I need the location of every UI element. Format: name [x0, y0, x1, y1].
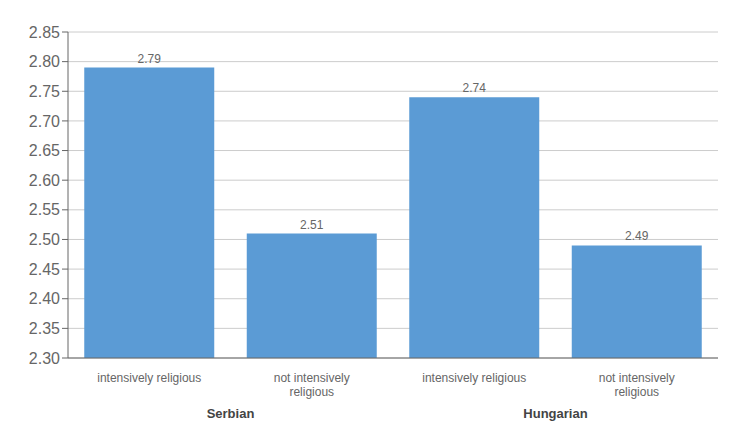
svg-text:not intensivelyreligious: not intensivelyreligious — [599, 371, 675, 399]
svg-text:intensively religious: intensively religious — [422, 371, 526, 385]
svg-text:2.60: 2.60 — [29, 172, 60, 189]
svg-text:2.70: 2.70 — [29, 113, 60, 130]
svg-text:2.51: 2.51 — [300, 218, 324, 232]
svg-text:2.50: 2.50 — [29, 231, 60, 248]
svg-text:2.55: 2.55 — [29, 201, 60, 218]
svg-text:2.49: 2.49 — [625, 229, 649, 243]
svg-text:not intensivelyreligious: not intensivelyreligious — [274, 371, 350, 399]
svg-text:2.85: 2.85 — [29, 24, 60, 41]
svg-text:2.45: 2.45 — [29, 261, 60, 278]
svg-text:2.80: 2.80 — [29, 53, 60, 70]
svg-text:Hungarian: Hungarian — [523, 406, 587, 421]
svg-text:2.79: 2.79 — [138, 52, 162, 66]
svg-text:2.75: 2.75 — [29, 83, 60, 100]
svg-text:2.30: 2.30 — [29, 350, 60, 367]
svg-text:2.65: 2.65 — [29, 142, 60, 159]
svg-text:2.74: 2.74 — [463, 81, 487, 95]
svg-text:2.40: 2.40 — [29, 290, 60, 307]
svg-text:Serbian: Serbian — [207, 406, 255, 421]
svg-text:2.35: 2.35 — [29, 320, 60, 337]
svg-text:intensively religious: intensively religious — [97, 371, 201, 385]
